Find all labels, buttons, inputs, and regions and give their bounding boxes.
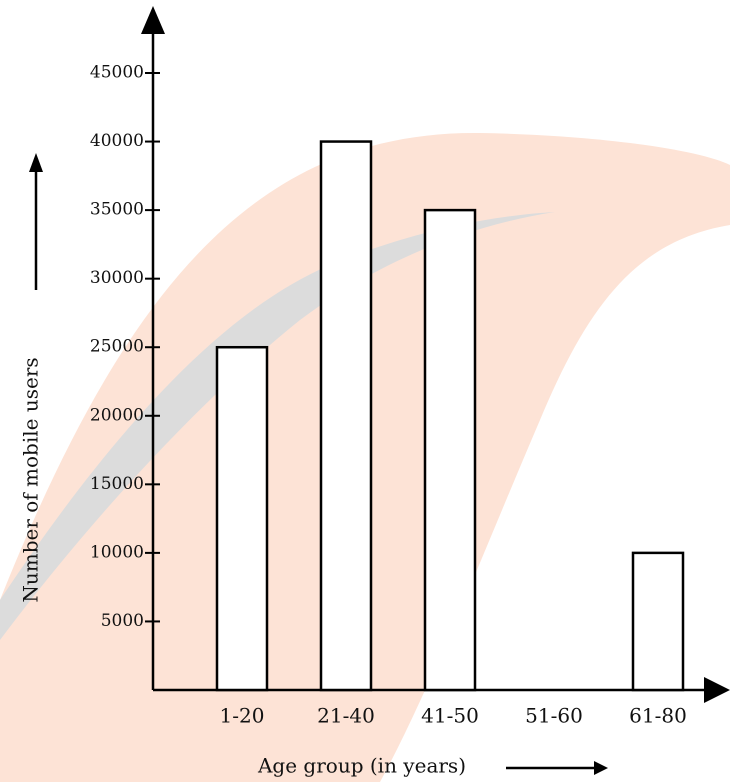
watermark-stroke — [0, 212, 555, 640]
x-axis-label: Age group (in years) — [257, 754, 466, 778]
bar — [319, 140, 373, 692]
y-label-arrow-head — [29, 153, 43, 172]
x-tick-label: 21-40 — [317, 704, 375, 728]
y-tick-label: 45000 — [90, 63, 144, 83]
x-axis-arrow — [704, 677, 730, 703]
x-tick-label: 61-80 — [629, 704, 687, 728]
y-tick-label: 20000 — [90, 405, 144, 425]
x-tick-label: 41-50 — [421, 704, 479, 728]
y-tick-label: 5000 — [101, 611, 144, 631]
y-tick-label: 10000 — [90, 542, 144, 562]
y-tick-label: 25000 — [90, 337, 144, 357]
bar — [215, 345, 269, 692]
bar — [423, 208, 477, 692]
bar — [631, 551, 685, 692]
y-axis-label: Number of mobile users — [19, 357, 43, 602]
y-tick-label: 35000 — [90, 200, 144, 220]
x-label-arrow-head — [594, 761, 608, 775]
x-tick-label: 51-60 — [525, 704, 583, 728]
y-tick-label: 15000 — [90, 474, 144, 494]
y-tick-label: 30000 — [90, 268, 144, 288]
y-axis-arrow — [141, 6, 165, 34]
x-tick-label: 1-20 — [220, 704, 265, 728]
y-tick-label: 40000 — [90, 131, 144, 151]
